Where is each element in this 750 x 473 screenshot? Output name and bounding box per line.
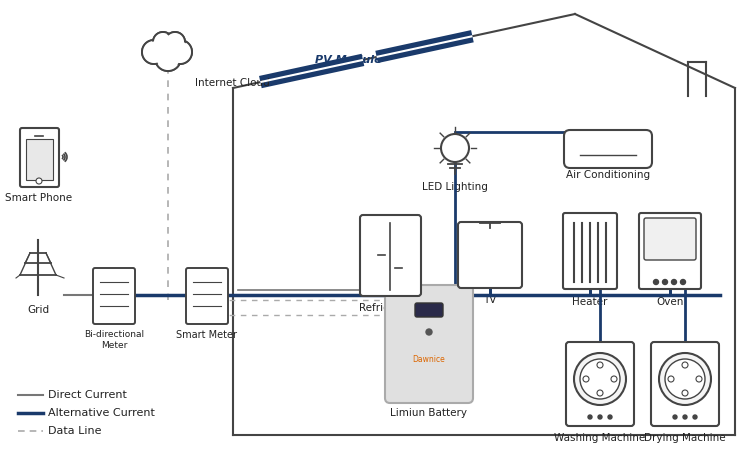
Text: Washing Machine: Washing Machine <box>554 433 646 443</box>
Circle shape <box>165 32 185 52</box>
Text: Grid: Grid <box>27 305 49 315</box>
Circle shape <box>588 415 592 419</box>
Circle shape <box>597 362 603 368</box>
FancyBboxPatch shape <box>186 268 228 324</box>
FancyBboxPatch shape <box>566 342 634 426</box>
Circle shape <box>155 45 181 71</box>
FancyBboxPatch shape <box>564 130 652 168</box>
Text: Drying Machine: Drying Machine <box>644 433 726 443</box>
Circle shape <box>426 329 432 335</box>
FancyBboxPatch shape <box>639 213 701 289</box>
Circle shape <box>168 40 192 64</box>
Circle shape <box>574 353 626 405</box>
Text: Internet Cloud: Internet Cloud <box>195 78 270 88</box>
Circle shape <box>153 32 173 52</box>
Circle shape <box>693 415 697 419</box>
Circle shape <box>662 280 668 284</box>
Text: Alternative Current: Alternative Current <box>48 408 154 418</box>
Circle shape <box>668 376 674 382</box>
Circle shape <box>673 415 677 419</box>
Circle shape <box>665 359 705 399</box>
FancyBboxPatch shape <box>458 222 522 288</box>
Circle shape <box>682 390 688 396</box>
Circle shape <box>611 376 617 382</box>
Circle shape <box>157 46 179 70</box>
Circle shape <box>170 42 190 62</box>
Text: Bi-directional
Meter: Bi-directional Meter <box>84 330 144 350</box>
Text: PV Module: PV Module <box>315 55 382 65</box>
Text: Refrigerator: Refrigerator <box>358 303 422 313</box>
Text: Direct Current: Direct Current <box>48 390 127 400</box>
Circle shape <box>168 40 192 64</box>
Circle shape <box>583 376 589 382</box>
Circle shape <box>580 359 620 399</box>
Circle shape <box>143 42 164 62</box>
Circle shape <box>680 280 686 284</box>
Circle shape <box>597 390 603 396</box>
Circle shape <box>142 40 166 64</box>
FancyBboxPatch shape <box>644 218 696 260</box>
FancyBboxPatch shape <box>20 128 59 187</box>
Text: Limiun Battery: Limiun Battery <box>391 408 467 418</box>
Circle shape <box>155 45 181 71</box>
Text: Dawnice: Dawnice <box>413 356 446 365</box>
FancyBboxPatch shape <box>360 215 421 296</box>
Text: Oven: Oven <box>656 297 684 307</box>
Circle shape <box>682 362 688 368</box>
FancyBboxPatch shape <box>563 213 617 289</box>
Circle shape <box>153 32 173 52</box>
Circle shape <box>683 415 687 419</box>
Circle shape <box>166 34 184 51</box>
Circle shape <box>598 415 602 419</box>
Circle shape <box>36 178 42 184</box>
Circle shape <box>165 32 185 52</box>
Circle shape <box>142 40 166 64</box>
FancyBboxPatch shape <box>415 303 443 317</box>
FancyBboxPatch shape <box>26 139 53 180</box>
Text: Smart Phone: Smart Phone <box>5 193 73 203</box>
Text: Smart Meter: Smart Meter <box>176 330 238 340</box>
Circle shape <box>671 280 676 284</box>
FancyBboxPatch shape <box>93 268 135 324</box>
Circle shape <box>608 415 612 419</box>
Text: Data Line: Data Line <box>48 426 101 436</box>
FancyBboxPatch shape <box>385 285 473 403</box>
Text: Air Conditioning: Air Conditioning <box>566 170 650 180</box>
Text: Heater: Heater <box>572 297 608 307</box>
Text: LED Lighting: LED Lighting <box>422 182 488 192</box>
Circle shape <box>154 34 172 51</box>
Text: TV: TV <box>483 295 496 305</box>
Circle shape <box>441 134 469 162</box>
Circle shape <box>659 353 711 405</box>
FancyBboxPatch shape <box>651 342 719 426</box>
Circle shape <box>696 376 702 382</box>
Circle shape <box>653 280 658 284</box>
